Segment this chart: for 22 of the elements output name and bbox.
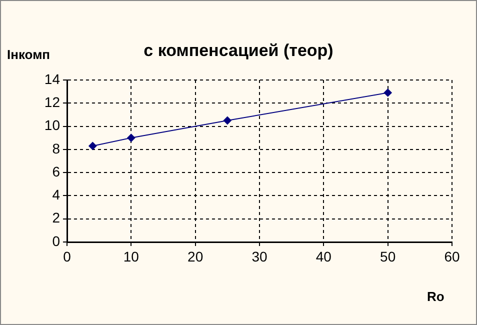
x-tick-label: 0 (63, 248, 72, 264)
x-tick-label: 20 (188, 248, 204, 264)
y-tick-label: 0 (52, 232, 60, 249)
y-tick-label: 12 (44, 94, 60, 110)
x-tick-label: 40 (316, 248, 332, 264)
y-tick-label: 14 (44, 70, 60, 87)
x-tick-label: 30 (252, 248, 268, 264)
y-tick-label: 10 (44, 117, 60, 134)
point (384, 88, 392, 97)
point (88, 142, 97, 150)
x-tick-label: 50 (380, 248, 396, 264)
point (127, 134, 136, 142)
chart-title: с компенсацией (теор) (144, 41, 334, 60)
x-axis-title: Ro (427, 289, 444, 304)
y-tick-label: 8 (52, 140, 60, 156)
y-tick-label: 6 (52, 163, 60, 180)
y-tick-label: 2 (52, 210, 60, 226)
point (223, 116, 232, 124)
y-tick-label: 4 (52, 186, 60, 203)
x-tick-label: 10 (123, 248, 140, 264)
x-tick-label: 60 (444, 248, 460, 264)
y-axis-title: Iнкомп (7, 47, 50, 62)
